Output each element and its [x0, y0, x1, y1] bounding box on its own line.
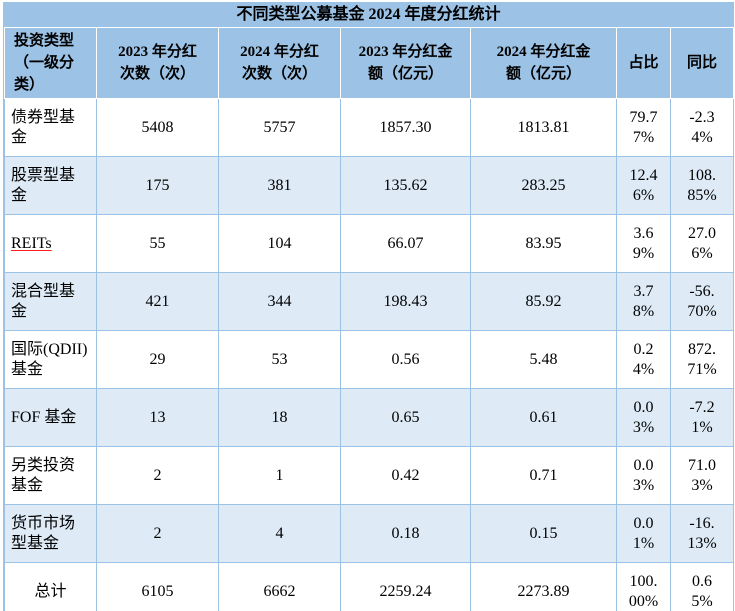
cell-2024-count: 4 — [218, 504, 341, 563]
cell-2023-amount: 135.62 — [340, 156, 471, 215]
cell-share: 79.77% — [616, 98, 671, 157]
cell-2024-count: 5757 — [218, 98, 341, 157]
cell-2023-count: 175 — [96, 156, 219, 215]
cell-yoy: 0.65% — [670, 562, 734, 611]
table-title: 不同类型公募基金 2024 年度分红统计 — [4, 3, 733, 27]
cell-2023-amount: 0.18 — [340, 504, 471, 563]
cell-2024-amount: 5.48 — [470, 330, 617, 389]
cell-2024-count: 18 — [218, 388, 341, 447]
cell-2024-amount: 85.92 — [470, 272, 617, 331]
cell-2023-count: 5408 — [96, 98, 219, 157]
cell-share: 12.46% — [616, 156, 671, 215]
cell-2023-count: 2 — [96, 504, 219, 563]
dividend-stats-sheet: 不同类型公募基金 2024 年度分红统计 投资类型（一级分类） 2023 年分红… — [3, 2, 734, 611]
cell-2023-amount: 2259.24 — [340, 562, 471, 611]
cell-yoy: -16.13% — [670, 504, 734, 563]
cell-share: 0.03% — [616, 446, 671, 505]
cell-share: 0.01% — [616, 504, 671, 563]
cell-share: 3.78% — [616, 272, 671, 331]
cell-fund-type: 债券型基金 — [4, 98, 97, 157]
cell-fund-type: 总计 — [4, 562, 97, 611]
cell-fund-type: 货币市场型基金 — [4, 504, 97, 563]
table-row-stock-funds: 股票型基金 175 381 135.62 283.25 12.46% 108.8… — [4, 156, 734, 215]
cell-yoy: -7.21% — [670, 388, 734, 447]
header-2024-amount: 2024 年分红金额（亿元） — [470, 27, 617, 99]
cell-2024-count: 1 — [218, 446, 341, 505]
cell-2023-count: 6105 — [96, 562, 219, 611]
cell-yoy: 71.03% — [670, 446, 734, 505]
cell-share: 0.24% — [616, 330, 671, 389]
cell-2024-count: 6662 — [218, 562, 341, 611]
header-share: 占比 — [616, 27, 671, 99]
cell-2024-amount: 283.25 — [470, 156, 617, 215]
cell-fund-type: FOF 基金 — [4, 388, 97, 447]
dividend-table: 投资类型（一级分类） 2023 年分红次数（次） 2024 年分红次数（次） 2… — [4, 27, 734, 611]
header-yoy: 同比 — [670, 27, 734, 99]
cell-yoy: -2.34% — [670, 98, 734, 157]
table-row-total: 总计 6105 6662 2259.24 2273.89 100.00% 0.6… — [4, 562, 734, 611]
cell-2023-count: 421 — [96, 272, 219, 331]
cell-yoy: 27.06% — [670, 214, 734, 273]
cell-2023-amount: 66.07 — [340, 214, 471, 273]
header-2023-amount: 2023 年分红金额（亿元） — [340, 27, 471, 99]
cell-2023-count: 2 — [96, 446, 219, 505]
cell-2024-amount: 1813.81 — [470, 98, 617, 157]
cell-fund-type: 另类投资基金 — [4, 446, 97, 505]
table-row-alternative-funds: 另类投资基金 2 1 0.42 0.71 0.03% 71.03% — [4, 446, 734, 505]
cell-yoy: -56.70% — [670, 272, 734, 331]
cell-2024-amount: 2273.89 — [470, 562, 617, 611]
cell-2023-amount: 0.56 — [340, 330, 471, 389]
cell-2024-amount: 0.15 — [470, 504, 617, 563]
cell-fund-type: 混合型基金 — [4, 272, 97, 331]
cell-2024-count: 104 — [218, 214, 341, 273]
cell-fund-type: REITs — [4, 214, 97, 273]
cell-2023-count: 55 — [96, 214, 219, 273]
table-row-money-market-funds: 货币市场型基金 2 4 0.18 0.15 0.01% -16.13% — [4, 504, 734, 563]
cell-share: 3.69% — [616, 214, 671, 273]
header-2024-count: 2024 年分红次数（次） — [218, 27, 341, 99]
cell-2024-amount: 0.61 — [470, 388, 617, 447]
cell-2023-amount: 1857.30 — [340, 98, 471, 157]
reits-label: REITs — [11, 234, 52, 252]
cell-2024-amount: 0.71 — [470, 446, 617, 505]
cell-2024-count: 344 — [218, 272, 341, 331]
cell-2023-count: 29 — [96, 330, 219, 389]
cell-2024-amount: 83.95 — [470, 214, 617, 273]
table-row-qdii-funds: 国际(QDII)基金 29 53 0.56 5.48 0.24% 872.71% — [4, 330, 734, 389]
table-row-reits: REITs 55 104 66.07 83.95 3.69% 27.06% — [4, 214, 734, 273]
cell-2023-amount: 0.65 — [340, 388, 471, 447]
cell-share: 0.03% — [616, 388, 671, 447]
header-2023-count: 2023 年分红次数（次） — [96, 27, 219, 99]
table-row-bond-funds: 债券型基金 5408 5757 1857.30 1813.81 79.77% -… — [4, 98, 734, 157]
cell-2023-amount: 198.43 — [340, 272, 471, 331]
cell-yoy: 108.85% — [670, 156, 734, 215]
table-header-row: 投资类型（一级分类） 2023 年分红次数（次） 2024 年分红次数（次） 2… — [4, 27, 734, 99]
cell-fund-type: 国际(QDII)基金 — [4, 330, 97, 389]
cell-2023-count: 13 — [96, 388, 219, 447]
cell-2024-count: 381 — [218, 156, 341, 215]
cell-2024-count: 53 — [218, 330, 341, 389]
cell-2023-amount: 0.42 — [340, 446, 471, 505]
cell-share: 100.00% — [616, 562, 671, 611]
table-row-fof-funds: FOF 基金 13 18 0.65 0.61 0.03% -7.21% — [4, 388, 734, 447]
cell-fund-type: 股票型基金 — [4, 156, 97, 215]
cell-yoy: 872.71% — [670, 330, 734, 389]
table-row-mixed-funds: 混合型基金 421 344 198.43 85.92 3.78% -56.70% — [4, 272, 734, 331]
header-fund-type: 投资类型（一级分类） — [4, 27, 97, 99]
